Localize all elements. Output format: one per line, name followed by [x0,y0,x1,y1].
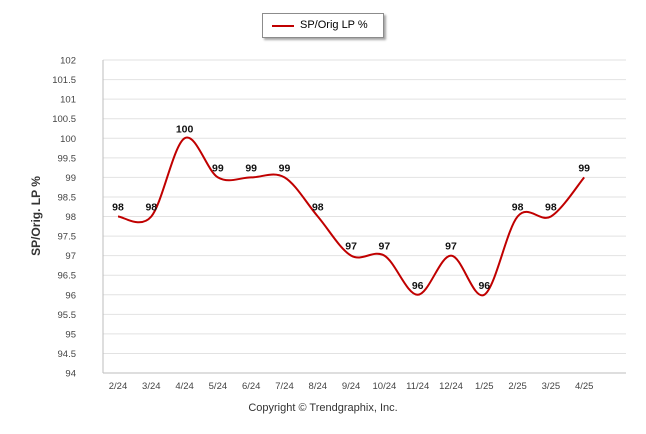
data-label: 97 [345,241,357,253]
legend-label: SP/Orig LP % [300,19,368,31]
y-tick-label: 98.5 [58,192,77,203]
x-tick-label: 2/24 [109,381,128,392]
y-tick-label: 99 [65,173,76,184]
y-tick-label: 95 [65,329,76,340]
data-label: 98 [545,202,557,214]
data-label: 96 [478,280,490,292]
copyright-text: Copyright © Trendgraphix, Inc. [248,402,398,414]
y-tick-label: 96.5 [58,271,77,282]
x-tick-label: 4/25 [575,381,594,392]
x-tick-label: 11/24 [406,381,429,392]
x-tick-label: 4/24 [175,381,194,392]
data-label: 97 [379,241,391,253]
x-tick-label: 8/24 [309,381,328,392]
x-tick-label: 10/24 [373,381,397,392]
data-label: 97 [445,241,457,253]
y-tick-label: 97.5 [58,232,77,243]
data-label: 98 [112,202,124,214]
y-tick-label: 94.5 [58,349,77,360]
x-tick-label: 7/24 [275,381,294,392]
data-label: 99 [245,162,257,174]
y-tick-label: 100 [60,134,76,145]
data-label: 98 [512,202,524,214]
data-label: 98 [312,202,324,214]
y-axis-label: SP/Orig. LP % [29,176,43,256]
legend: SP/Orig LP % [262,13,384,38]
y-tick-label: 102 [60,56,76,67]
y-tick-label: 95.5 [58,310,77,321]
data-label: 98 [145,202,157,214]
data-label: 99 [578,162,590,174]
y-tick-label: 96 [65,290,76,301]
x-tick-label: 3/24 [142,381,161,392]
x-tick-label: 2/25 [508,381,527,392]
y-tick-label: 94 [65,369,76,380]
y-tick-label: 100.5 [52,114,76,125]
x-tick-label: 9/24 [342,381,361,392]
y-tick-label: 99.5 [58,153,77,164]
x-tick-label: 6/24 [242,381,261,392]
data-label: 96 [412,280,424,292]
x-tick-label: 5/24 [209,381,228,392]
x-tick-label: 1/25 [475,381,494,392]
y-tick-label: 98 [65,212,76,223]
y-tick-label: 97 [65,251,76,262]
legend-swatch [272,25,294,27]
y-tick-label: 101.5 [52,75,76,86]
data-label: 100 [176,123,194,135]
y-tick-label: 101 [60,95,76,106]
series-line [117,136,585,297]
data-label: 99 [212,162,224,174]
x-tick-label: 3/25 [542,381,561,392]
data-label: 99 [279,162,291,174]
x-tick-label: 12/24 [439,381,463,392]
